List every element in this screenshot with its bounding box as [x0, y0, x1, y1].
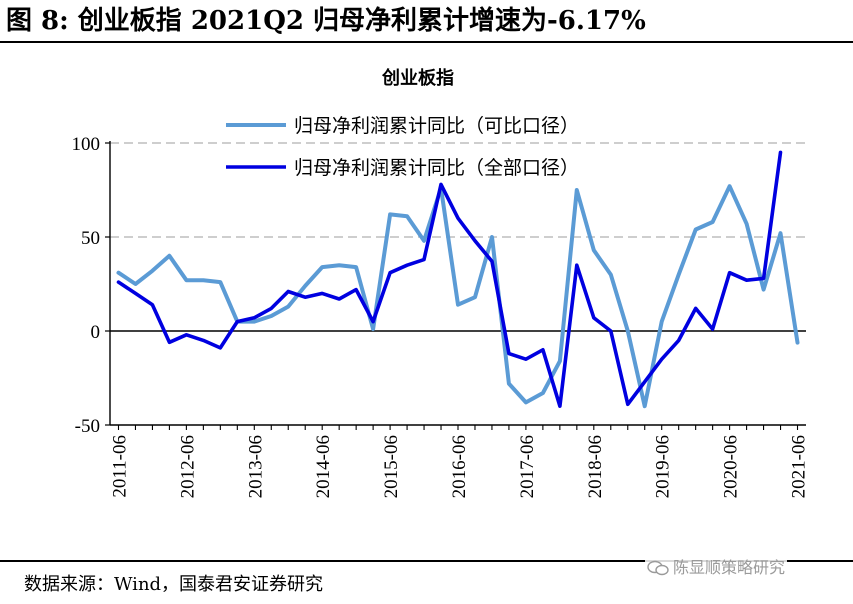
- x-tick-label: 2016-06: [449, 435, 470, 498]
- series-line-1: [116, 184, 800, 409]
- x-tick-label: 2020-06: [721, 435, 742, 498]
- x-tick-label: 2018-06: [585, 435, 606, 498]
- y-tick-label: 100: [72, 134, 101, 155]
- y-tick-label: 0: [91, 322, 101, 343]
- x-tick-label: 2011-06: [109, 435, 130, 498]
- line-chart: 创业板指 100 50 0 -50 2011-06 2012-06 2013-06 2014-…: [72, 67, 810, 498]
- x-tick-label: 2021-06: [789, 435, 810, 498]
- y-tick-label: -50: [75, 416, 100, 437]
- wechat-icon: [647, 560, 669, 576]
- source-note: 数据来源：Wind，国泰君安证券研究: [24, 574, 324, 595]
- x-tick-label: 2012-06: [177, 435, 198, 498]
- figure-title: 图 8: 创业板指 2021Q2 归母净利累计增速为-6.17%: [6, 6, 646, 36]
- x-tick-label: 2015-06: [381, 435, 402, 498]
- y-tick-label: 50: [81, 228, 100, 249]
- legend-label: 归母净利润累计同比（可比口径）: [294, 115, 579, 137]
- x-tick-label: 2019-06: [653, 435, 674, 498]
- legend-bg: [226, 158, 686, 180]
- bottom-rule: [0, 560, 853, 562]
- series-line-2: [116, 150, 783, 408]
- top-rule: [0, 41, 853, 43]
- x-tick-label: 2017-06: [517, 435, 538, 498]
- x-tick-label: 2014-06: [313, 435, 334, 498]
- watermark-text: 陈显顺策略研究: [673, 558, 786, 577]
- chart-title: 创业板指: [381, 67, 454, 89]
- legend-label: 归母净利润累计同比（全部口径）: [294, 157, 579, 179]
- legend-bg: [226, 116, 686, 138]
- watermark: 陈显顺策略研究: [645, 554, 788, 578]
- x-tick-label: 2013-06: [245, 435, 266, 498]
